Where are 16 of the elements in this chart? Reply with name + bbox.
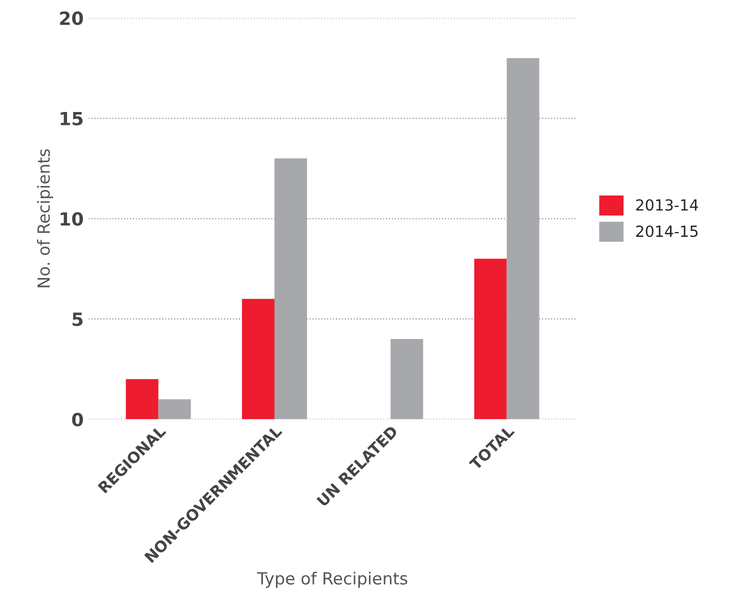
bar xyxy=(390,339,424,420)
bar xyxy=(506,58,540,420)
legend-label: 2013-14 xyxy=(636,199,698,211)
y-axis-title: No. of Recipients xyxy=(37,149,54,288)
bar xyxy=(126,379,158,420)
bar xyxy=(242,298,274,420)
y-tick-label: 15 xyxy=(60,112,83,126)
y-tick-label: 10 xyxy=(60,212,83,226)
bar xyxy=(474,258,507,420)
y-tick-label: 5 xyxy=(72,312,83,326)
x-axis-title: Type of Recipients xyxy=(256,572,408,588)
y-tick-label: 0 xyxy=(72,412,83,426)
legend-label: 2014-15 xyxy=(636,225,698,238)
bar xyxy=(158,399,191,420)
bar xyxy=(274,158,307,420)
y-tick-label: 20 xyxy=(60,11,83,26)
